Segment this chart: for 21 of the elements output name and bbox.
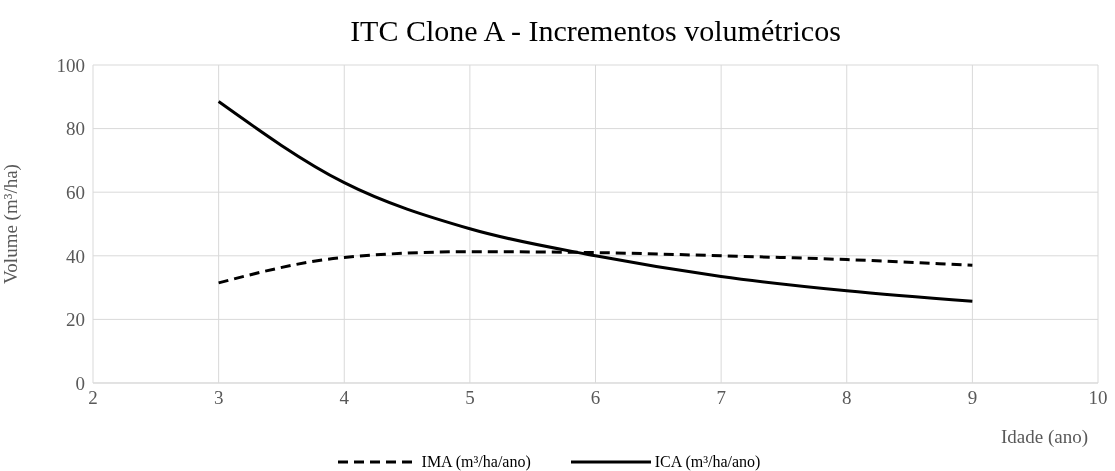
x-tick-label: 2 — [88, 387, 98, 409]
y-tick-label: 60 — [66, 181, 85, 203]
x-tick-label: 5 — [465, 387, 475, 409]
y-tick-label: 100 — [56, 54, 85, 76]
y-tick-label: 80 — [66, 118, 85, 140]
x-axis-title: Idade (ano) — [1000, 426, 1088, 448]
chart-title: ITC Clone A - Incrementos volumétricos — [349, 14, 842, 48]
x-tick-label: 10 — [1088, 387, 1108, 409]
y-tick-label: 20 — [66, 309, 85, 331]
x-tick-label: 6 — [590, 387, 601, 409]
x-tick-label: 9 — [967, 387, 978, 409]
x-tick-label: 8 — [842, 387, 852, 409]
line-series — [217, 100, 974, 303]
y-axis-title: Volume (m³/ha) — [0, 164, 22, 284]
x-tick-label: 3 — [213, 387, 224, 409]
y-tick-label: 0 — [75, 372, 85, 394]
legend-label: IMA (m³/ha/ano) — [421, 453, 531, 471]
x-tick-label: 7 — [716, 387, 726, 409]
legend-label: ICA (m³/ha/ano) — [654, 453, 761, 471]
x-tick-label: 4 — [339, 387, 350, 409]
y-tick-label: 40 — [66, 245, 85, 267]
